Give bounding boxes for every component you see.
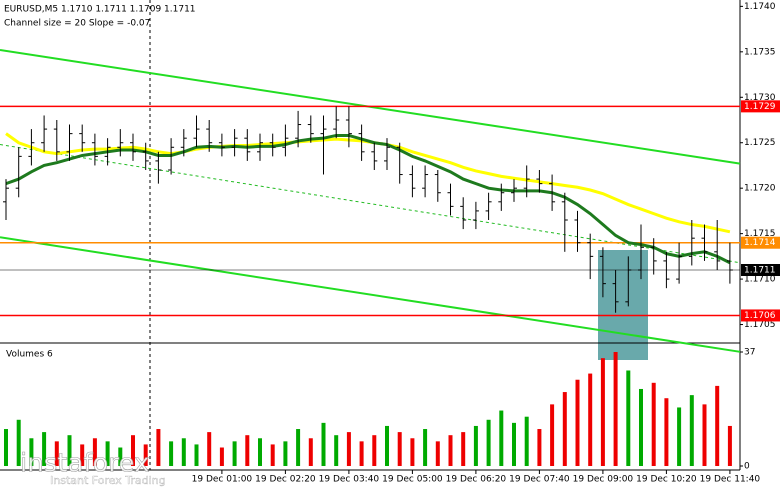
volume-bar: [639, 388, 643, 466]
volume-bar: [181, 438, 186, 466]
volume-bar: [575, 379, 580, 466]
volume-bar: [550, 404, 555, 466]
volume-bar: [4, 429, 8, 466]
highlight-box: [598, 250, 648, 360]
volume-bar: [245, 435, 250, 466]
volume-bar: [512, 422, 516, 466]
volume-bar: [232, 441, 237, 466]
level-box: [741, 236, 780, 249]
volume-bar: [156, 429, 161, 466]
y-tick-label: 1.1740: [744, 2, 776, 12]
volume-bar: [118, 447, 123, 466]
channel-line: [0, 236, 741, 353]
y-tick-label: 0: [744, 462, 750, 472]
volume-bar: [613, 352, 618, 466]
volume-bar: [143, 444, 148, 466]
volume-bar: [473, 425, 478, 466]
volume-bar: [423, 429, 428, 466]
volume-bar: [562, 392, 567, 466]
chart-title: EURUSD,M5 1.1710 1.1711 1.1709 1.1711: [4, 5, 196, 15]
logo: instaforex: [20, 449, 149, 479]
y-tick-label: 1.1710: [744, 275, 776, 285]
x-tick-label: 19 Dec 03:40: [319, 475, 380, 485]
volume-bar: [54, 441, 59, 466]
volume-bar: [435, 441, 440, 466]
volume-bar: [410, 438, 415, 466]
y-tick-label: 1.1735: [744, 47, 776, 57]
chart-subtitle: Channel size = 20 Slope = -0.07: [4, 19, 150, 29]
volume-bar: [283, 441, 288, 466]
volume-bar: [537, 429, 542, 466]
level-label: 1.1714: [744, 238, 776, 248]
volume-bar: [626, 370, 631, 466]
volume-bar: [499, 410, 504, 466]
volume-bar: [664, 398, 669, 466]
y-tick-label: 1.1705: [744, 320, 776, 330]
panel-title: Volumes 6: [6, 350, 53, 360]
volume-bar: [321, 422, 326, 466]
level-label: 1.1711: [744, 266, 776, 276]
x-tick-label: 19 Dec 10:20: [636, 475, 697, 485]
volume-bar: [169, 441, 174, 466]
volume-bar: [346, 432, 351, 466]
volume-bar: [29, 438, 34, 466]
y-tick-label: 1.1720: [744, 184, 776, 194]
volume-bar: [334, 435, 339, 466]
volume-bar: [524, 416, 529, 466]
y-tick-label: 1.1730: [744, 93, 776, 103]
volume-bar: [296, 429, 301, 466]
level-label: 1.1706: [744, 311, 776, 321]
volume-bar: [651, 382, 656, 466]
volume-bar: [92, 438, 97, 466]
y-tick-label: 1.1725: [744, 138, 776, 148]
volume-bar: [16, 419, 21, 466]
x-tick-label: 19 Dec 05:00: [382, 475, 443, 485]
volume-bar: [194, 444, 199, 466]
x-tick-label: 19 Dec 07:40: [509, 475, 570, 485]
volume-bar: [448, 435, 453, 466]
volume-bar: [677, 407, 682, 466]
moving-average: [5, 133, 731, 265]
volume-bar: [702, 404, 707, 466]
volume-bar: [486, 419, 491, 466]
volume-bar: [397, 432, 402, 466]
volume-bar: [385, 425, 389, 466]
volume-bar: [461, 432, 466, 466]
volume-bar: [588, 373, 593, 466]
x-tick-label: 19 Dec 01:00: [192, 475, 253, 485]
level-box: [741, 309, 780, 322]
volume-bar: [219, 447, 224, 466]
volume-bar: [715, 385, 720, 466]
logo-tagline: Instant Forex Trading: [50, 474, 166, 487]
y-tick-label: 37: [744, 348, 755, 358]
volume-bar: [67, 435, 72, 466]
volume-bar: [105, 441, 110, 466]
volume-bar: [80, 444, 85, 466]
x-tick-label: 19 Dec 06:20: [446, 475, 507, 485]
level-box: [741, 100, 780, 113]
volume-bar: [359, 441, 364, 466]
y-tick-label: 1.1715: [744, 229, 776, 239]
level-box: [741, 264, 780, 276]
volume-bar: [308, 438, 313, 466]
x-tick-label: 19 Dec 09:00: [573, 475, 634, 485]
volume-bar: [372, 435, 377, 466]
volume-bar: [727, 425, 732, 466]
volume-bar: [131, 435, 135, 466]
x-tick-label: 19 Dec 02:20: [255, 475, 316, 485]
volume-bar: [600, 358, 605, 466]
volume-bar: [258, 438, 262, 466]
volume-bar: [689, 395, 694, 466]
level-label: 1.1729: [744, 102, 776, 112]
volume-bar: [42, 432, 47, 466]
x-tick-label: 19 Dec 11:40: [700, 475, 761, 485]
volume-bar: [270, 444, 275, 466]
volume-bar: [207, 432, 212, 466]
